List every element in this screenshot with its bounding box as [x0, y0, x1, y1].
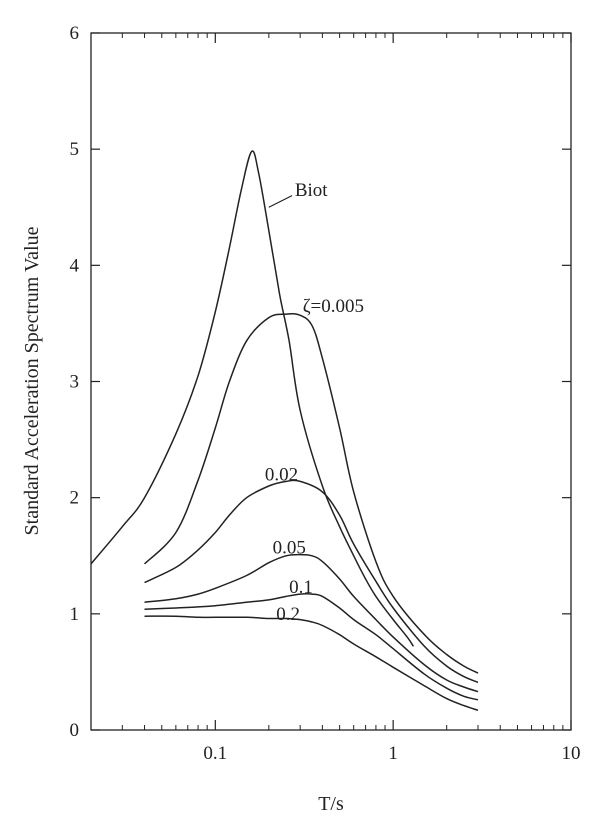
- series-line-4: [144, 593, 479, 701]
- curve-label: 0.02: [265, 464, 298, 485]
- x-axis-label: T/s: [318, 793, 344, 815]
- y-axis-label: Standard Acceleration Spectrum Value: [21, 226, 43, 535]
- y-tick-label: 4: [70, 255, 80, 276]
- series-line-0: [90, 150, 415, 647]
- y-tick-label: 6: [70, 23, 80, 44]
- plot-frame: [90, 32, 572, 731]
- curve-label: 0.05: [273, 538, 306, 559]
- y-tick-label: 2: [70, 488, 80, 509]
- curve-label: 0.1: [289, 577, 313, 598]
- y-tick-label: 3: [70, 372, 80, 393]
- y-tick-label: 0: [70, 720, 80, 741]
- series-line-2: [144, 479, 479, 684]
- curve-label: Biot: [295, 180, 328, 201]
- curve-annotations: Biot ζ=0.005 0.02 0.05 0.1 0.2: [265, 180, 364, 625]
- curve-label: ζ=0.005: [303, 296, 364, 317]
- curve-label: 0.2: [276, 604, 300, 625]
- x-tick-label: 10: [562, 743, 581, 764]
- annotation-leader-line: [268, 195, 293, 208]
- axis-ticks: [90, 32, 572, 731]
- y-tick-label: 1: [70, 604, 80, 625]
- y-tick-label: 5: [70, 139, 80, 160]
- series-line-3: [144, 553, 479, 693]
- x-tick-label: 1: [388, 743, 398, 764]
- spectrum-curves: [90, 150, 479, 712]
- series-line-1: [143, 313, 479, 674]
- axis-tick-labels: 0 1 2 3 4 5 6 0.1 1 10: [70, 23, 581, 764]
- series-line-5: [144, 615, 479, 712]
- x-tick-label: 0.1: [203, 743, 227, 764]
